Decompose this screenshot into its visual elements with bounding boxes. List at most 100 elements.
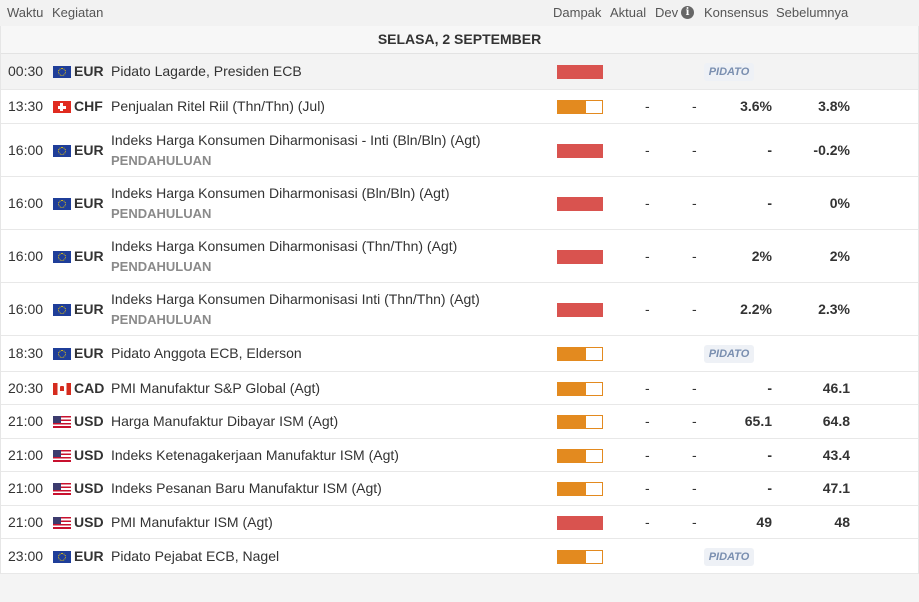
event-title: Penjualan Ritel Riil (Thn/Thn) (Jul) — [111, 98, 325, 114]
impact-indicator — [557, 549, 603, 564]
event-row[interactable]: 21:00 USD Indeks Pesanan Baru Manufaktur I… — [1, 472, 918, 506]
impact-indicator — [557, 381, 603, 396]
event-row[interactable]: 21:00 USD Indeks Ketenagakerjaan Manufaktu… — [1, 439, 918, 472]
header-aktual: Aktual — [610, 5, 647, 20]
sebelumnya-value: 43.4 — [822, 446, 850, 463]
header-konsensus: Konsensus — [704, 5, 769, 20]
event-row[interactable]: 23:00 EUR Pidato Pejabat ECB, Nagel PIDATO — [1, 539, 918, 574]
eu-flag-icon — [53, 348, 71, 360]
info-icon[interactable]: i — [681, 6, 694, 19]
event-time: 13:30 — [8, 98, 44, 114]
event-row[interactable]: 16:00 EUR Indeks Harga Konsumen Diharmonis… — [1, 283, 918, 336]
event-preliminary-label: PENDAHULUAN — [111, 206, 212, 221]
header-dev: Dev — [655, 5, 679, 20]
event-title: Indeks Harga Konsumen Diharmonisasi (Bln… — [111, 185, 450, 201]
sebelumnya-value: 3.8% — [818, 98, 850, 114]
eu-flag-icon — [53, 144, 71, 157]
konsensus-value: 3.6% — [740, 98, 772, 114]
event-row[interactable]: 21:00 USD Harga Manufaktur Dibayar ISM (Ag… — [1, 405, 918, 439]
impact-indicator — [557, 302, 603, 317]
event-time: 18:30 — [8, 345, 44, 361]
sebelumnya-value: 0% — [829, 194, 850, 211]
impact-indicator — [557, 482, 603, 496]
dev-value: - — [692, 194, 697, 211]
eu-flag-icon — [53, 550, 71, 563]
us-flag-icon — [53, 483, 71, 495]
event-time: 20:30 — [8, 379, 44, 396]
event-row[interactable]: 16:00 EUR Indeks Harga Konsumen Diharmonis… — [1, 177, 918, 230]
event-currency: EUR — [74, 141, 104, 158]
impact-indicator — [557, 143, 603, 158]
event-time: 21:00 — [8, 513, 44, 530]
event-row[interactable]: 13:30 CHF Penjualan Ritel Riil (Thn/Thn) (… — [1, 90, 918, 124]
dev-value: - — [692, 480, 697, 496]
aktual-value: - — [645, 98, 650, 114]
event-title: Indeks Harga Konsumen Diharmonisasi (Thn… — [111, 238, 458, 254]
header-dampak: Dampak — [553, 5, 602, 20]
event-preliminary-label: PENDAHULUAN — [111, 259, 212, 274]
impact-indicator — [557, 249, 603, 264]
dev-value: - — [692, 247, 697, 264]
event-row[interactable]: 00:30 EUR Pidato Lagarde, Presiden ECB PIDA… — [1, 54, 918, 90]
aktual-value: - — [645, 247, 650, 264]
aktual-value: - — [645, 480, 650, 496]
us-flag-icon — [53, 516, 71, 529]
event-preliminary-label: PENDAHULUAN — [111, 312, 212, 327]
event-currency: CHF — [74, 98, 103, 114]
dev-value: - — [692, 300, 697, 317]
event-title: Indeks Ketenagakerjaan Manufaktur ISM (A… — [111, 446, 399, 463]
eu-flag-icon — [53, 303, 71, 316]
eu-flag-icon — [53, 66, 71, 78]
event-time: 21:00 — [8, 413, 44, 429]
impact-indicator — [557, 415, 603, 429]
sebelumnya-value: 46.1 — [822, 379, 850, 396]
impact-indicator — [557, 65, 603, 79]
konsensus-value: - — [767, 141, 772, 158]
aktual-value: - — [645, 446, 650, 463]
event-title: Pidato Pejabat ECB, Nagel — [111, 547, 280, 564]
aktual-value: - — [645, 513, 650, 530]
events-table: SELASA, 2 SEPTEMBER 00:30 EUR Pidato Lagar… — [0, 26, 919, 574]
event-title: Pidato Anggota ECB, Elderson — [111, 345, 302, 361]
dev-value: - — [692, 379, 697, 396]
aktual-value: - — [645, 379, 650, 396]
event-time: 23:00 — [8, 547, 44, 564]
event-title: Pidato Lagarde, Presiden ECB — [111, 63, 302, 79]
konsensus-value: - — [767, 480, 772, 496]
sebelumnya-value: 2% — [829, 247, 850, 264]
event-row[interactable]: 16:00 EUR Indeks Harga Konsumen Diharmonis… — [1, 230, 918, 283]
event-row[interactable]: 20:30 CAD PMI Manufaktur S&P Global (Agt) -… — [1, 372, 918, 405]
speech-badge: PIDATO — [704, 345, 754, 363]
event-row[interactable]: 18:30 EUR Pidato Anggota ECB, Elderson PIDA… — [1, 336, 918, 372]
event-preliminary-label: PENDAHULUAN — [111, 153, 212, 168]
sebelumnya-value: 2.3% — [818, 300, 850, 317]
sebelumnya-value: 47.1 — [822, 480, 850, 496]
impact-indicator — [557, 347, 603, 361]
event-row[interactable]: 21:00 USD PMI Manufaktur ISM (Agt) - - 49 48 — [1, 506, 918, 539]
event-time: 21:00 — [8, 480, 44, 496]
dev-value: - — [692, 413, 697, 429]
dev-value: - — [692, 513, 697, 530]
event-currency: CAD — [74, 379, 105, 396]
konsensus-value: - — [767, 446, 772, 463]
konsensus-value: 2.2% — [740, 300, 772, 317]
event-row[interactable]: 16:00 EUR Indeks Harga Konsumen Diharmonis… — [1, 124, 918, 177]
ch-flag-icon — [53, 101, 71, 113]
event-currency: EUR — [74, 247, 104, 264]
table-header: Waktu Kegiatan Dampak Aktual Dev i Konse… — [0, 0, 919, 26]
aktual-value: - — [645, 300, 650, 317]
event-currency: USD — [74, 446, 104, 463]
date-row: SELASA, 2 SEPTEMBER — [1, 26, 918, 54]
aktual-value: - — [645, 141, 650, 158]
event-currency: EUR — [74, 194, 104, 211]
event-title: Indeks Pesanan Baru Manufaktur ISM (Agt) — [111, 480, 382, 496]
event-time: 16:00 — [8, 141, 44, 158]
dev-value: - — [692, 446, 697, 463]
us-flag-icon — [53, 416, 71, 428]
event-title: PMI Manufaktur ISM (Agt) — [111, 513, 273, 530]
speech-badge: PIDATO — [704, 63, 754, 81]
event-currency: EUR — [74, 300, 104, 317]
event-currency: USD — [74, 513, 104, 530]
header-waktu: Waktu — [7, 5, 44, 20]
